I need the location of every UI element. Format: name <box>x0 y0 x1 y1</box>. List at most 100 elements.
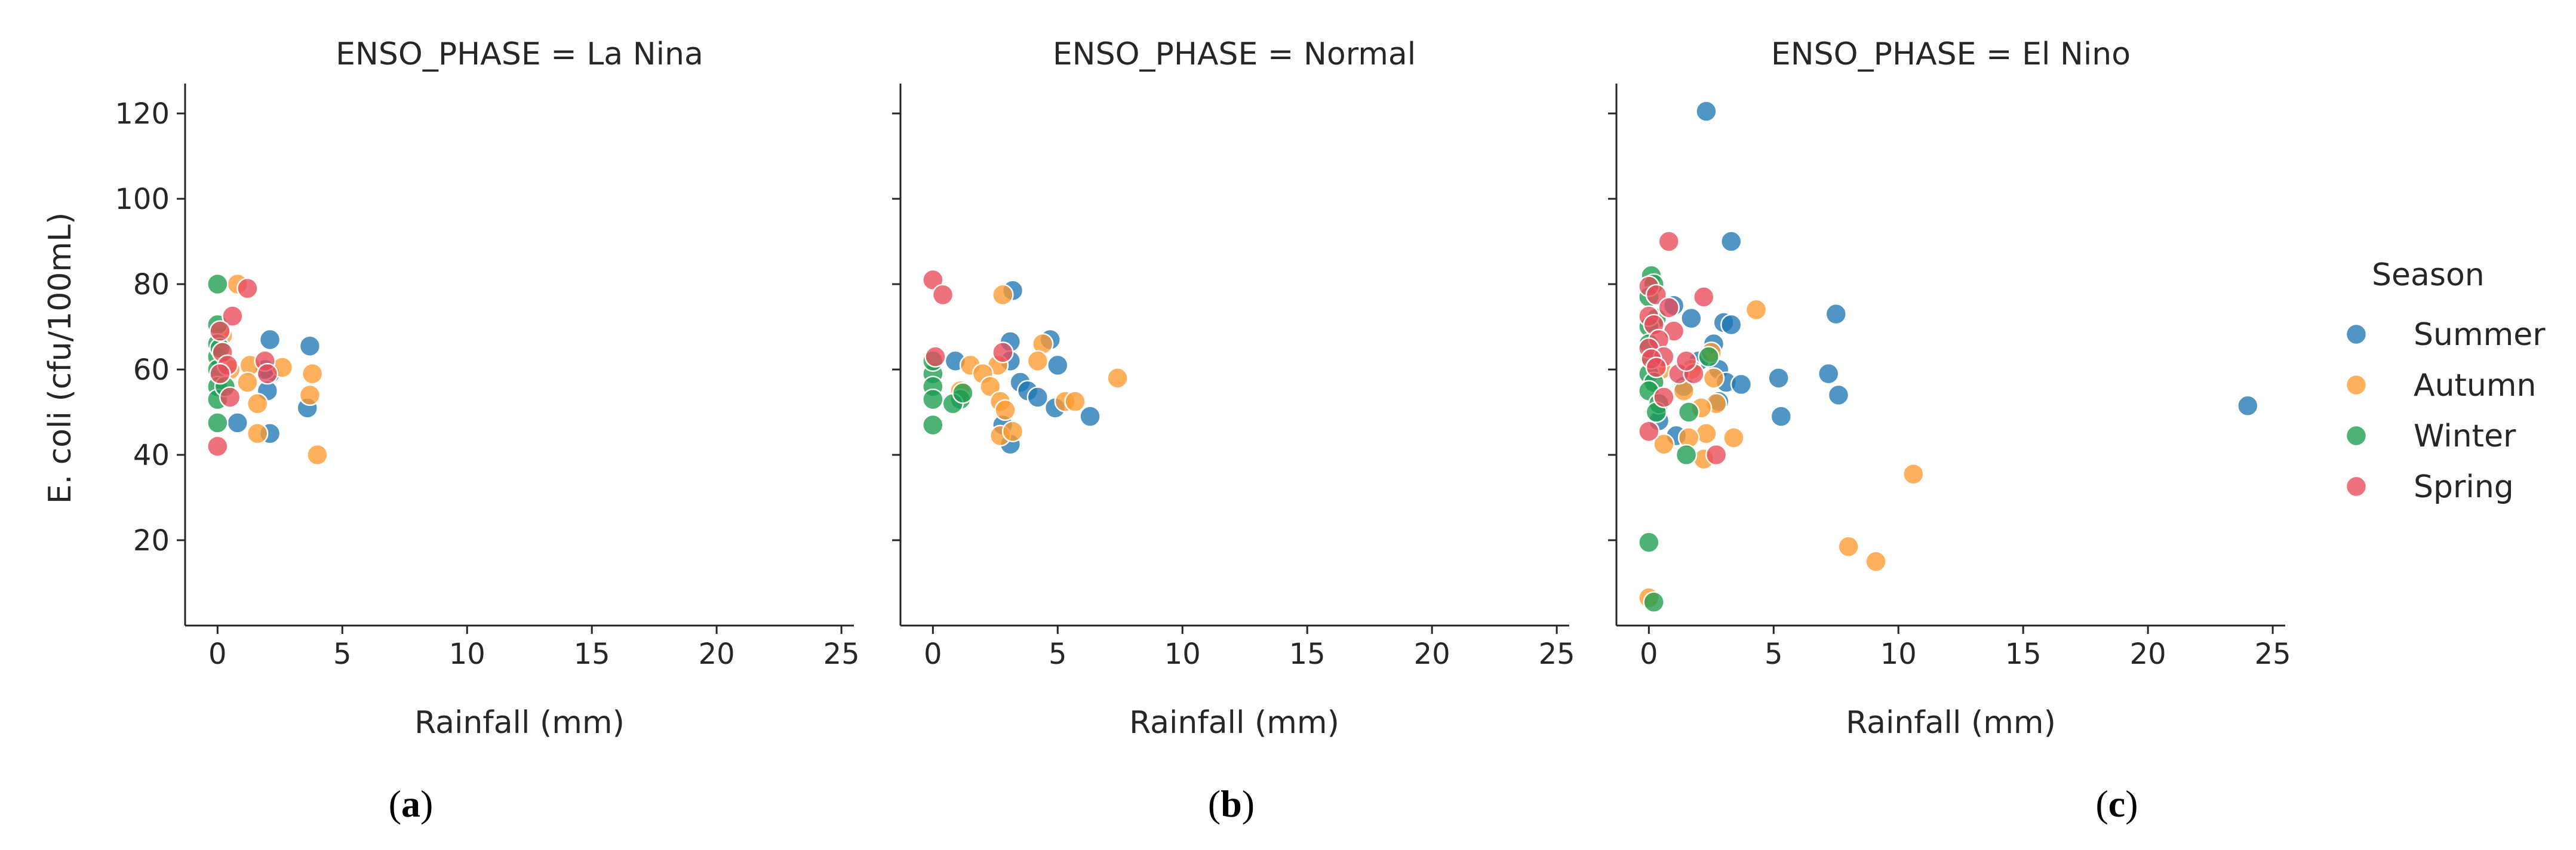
point-spring-b <box>992 341 1014 364</box>
y-tick-label: 60 <box>133 353 170 387</box>
x-axis-label-c: Rainfall (mm) <box>1846 705 2056 741</box>
point-spring-b <box>932 284 954 306</box>
point-autumn-a <box>299 384 321 406</box>
point-summer-a <box>259 328 281 351</box>
point-summer-b <box>1026 386 1049 408</box>
point-spring-c <box>1693 286 1715 308</box>
legend-marker-winter <box>2345 424 2368 447</box>
point-summer-c <box>1730 373 1753 396</box>
point-summer-a <box>226 412 249 434</box>
point-spring-c <box>1658 230 1680 252</box>
x-tick-label-c: 0 <box>1640 638 1658 671</box>
legend-label-winter: Winter <box>2414 418 2516 454</box>
point-spring-a <box>209 362 231 385</box>
point-autumn-b <box>1026 350 1049 372</box>
point-summer-b <box>1047 354 1069 377</box>
panel-a: ENSO_PHASE = La Nina 0 5 10 15 20 25 20 40 60 80 1… <box>115 36 859 825</box>
point-autumn-a <box>246 423 269 445</box>
legend-marker-summer <box>2345 323 2368 346</box>
point-winter-a <box>207 273 229 295</box>
x-tick-label-a: 15 <box>574 638 610 671</box>
plot-area-a: 0 5 10 15 20 25 20 40 60 80 100 120 <box>115 84 860 671</box>
legend-title: Season <box>2372 257 2485 293</box>
x-tick-label-a: 5 <box>333 638 352 671</box>
x-tick-label-a: 10 <box>449 638 485 671</box>
point-autumn-a <box>306 444 328 466</box>
point-summer-c <box>1817 362 1840 385</box>
y-axis-label: E. coli (cfu/100mL) <box>42 213 78 504</box>
point-autumn-b <box>992 284 1014 306</box>
point-summer-c <box>2237 395 2259 417</box>
legend-marker-spring <box>2345 475 2368 498</box>
caption-letter-c: c <box>2108 783 2125 825</box>
point-spring-a <box>209 320 231 342</box>
point-spring-a <box>207 435 229 457</box>
y-tick-label: 120 <box>115 97 170 131</box>
point-autumn-c <box>1837 535 1859 558</box>
point-spring-c <box>1645 356 1668 378</box>
x-tick-label-b: 20 <box>1414 638 1450 671</box>
point-summer-c <box>1770 405 1793 427</box>
x-tick-label-c: 20 <box>2130 638 2166 671</box>
panel-title-c: ENSO_PHASE = El Nino <box>1771 36 2131 72</box>
point-winter-b <box>952 382 974 404</box>
point-autumn-b <box>979 375 1001 398</box>
panel-caption-b: (b) <box>1208 783 1255 825</box>
panel-caption-a: (a) <box>389 783 434 825</box>
point-winter-c <box>1638 531 1660 553</box>
point-autumn-b <box>1106 367 1129 389</box>
panel-title-a: ENSO_PHASE = La Nina <box>336 36 703 72</box>
legend-label-spring: Spring <box>2414 469 2514 505</box>
point-spring-c <box>1658 297 1680 319</box>
panel-caption-c: (c) <box>2095 783 2138 825</box>
point-autumn-a <box>301 362 324 385</box>
point-autumn-c <box>1865 550 1887 573</box>
x-tick-label-c: 10 <box>1880 638 1917 671</box>
point-winter-c <box>1675 444 1698 466</box>
point-autumn-c <box>1653 433 1675 455</box>
x-tick-label-b: 0 <box>924 638 942 671</box>
point-autumn-b <box>994 399 1016 421</box>
point-winter-b <box>922 414 944 436</box>
point-autumn-c <box>1745 298 1767 321</box>
x-axis-label-b: Rainfall (mm) <box>1129 705 1339 741</box>
point-autumn-c <box>1723 427 1745 449</box>
point-spring-b <box>924 346 946 368</box>
panel-b: ENSO_PHASE = Normal 0 5 10 15 20 25 Rainfall … <box>892 36 1575 825</box>
point-spring-c <box>1653 386 1675 408</box>
point-winter-a <box>207 412 229 434</box>
x-tick-label-c: 15 <box>2005 638 2042 671</box>
x-tick-label-b: 10 <box>1164 638 1201 671</box>
y-tick-label: 80 <box>133 268 170 301</box>
x-tick-label-c: 5 <box>1765 638 1783 671</box>
legend-entries: Summer Autumn Winter Spring <box>2345 317 2546 505</box>
point-autumn-b <box>1001 420 1024 442</box>
point-spring-c <box>1705 444 1727 466</box>
y-tick-label: 20 <box>133 524 170 558</box>
point-spring-a <box>236 277 259 300</box>
point-summer-a <box>299 335 321 357</box>
point-autumn-a <box>236 371 259 393</box>
point-autumn-c <box>1902 463 1925 485</box>
point-summer-c <box>1720 230 1742 252</box>
plot-area-b: 0 5 10 15 20 25 <box>892 84 1575 671</box>
x-tick-label-b: 5 <box>1049 638 1067 671</box>
x-tick-label-b: 15 <box>1289 638 1326 671</box>
legend-label-autumn: Autumn <box>2414 368 2537 404</box>
point-winter-c <box>1643 591 1665 613</box>
y-tick-label: 40 <box>133 439 170 472</box>
point-spring-c <box>1675 350 1698 372</box>
point-summer-c <box>1767 367 1790 389</box>
point-summer-c <box>1827 384 1850 406</box>
panel-c: ENSO_PHASE = El Nino 0 5 10 15 20 25 Rainfall… <box>1608 36 2291 825</box>
x-tick-label-a: 20 <box>699 638 735 671</box>
legend: Season Summer Autumn Winter Spring <box>2345 257 2546 505</box>
caption-letter-a: a <box>401 783 420 825</box>
point-autumn-c <box>1702 367 1725 389</box>
point-summer-c <box>1695 100 1717 122</box>
point-spring-b <box>922 269 944 291</box>
x-axis-label-a: Rainfall (mm) <box>414 705 625 741</box>
point-summer-c <box>1825 303 1848 325</box>
legend-label-summer: Summer <box>2414 317 2546 353</box>
